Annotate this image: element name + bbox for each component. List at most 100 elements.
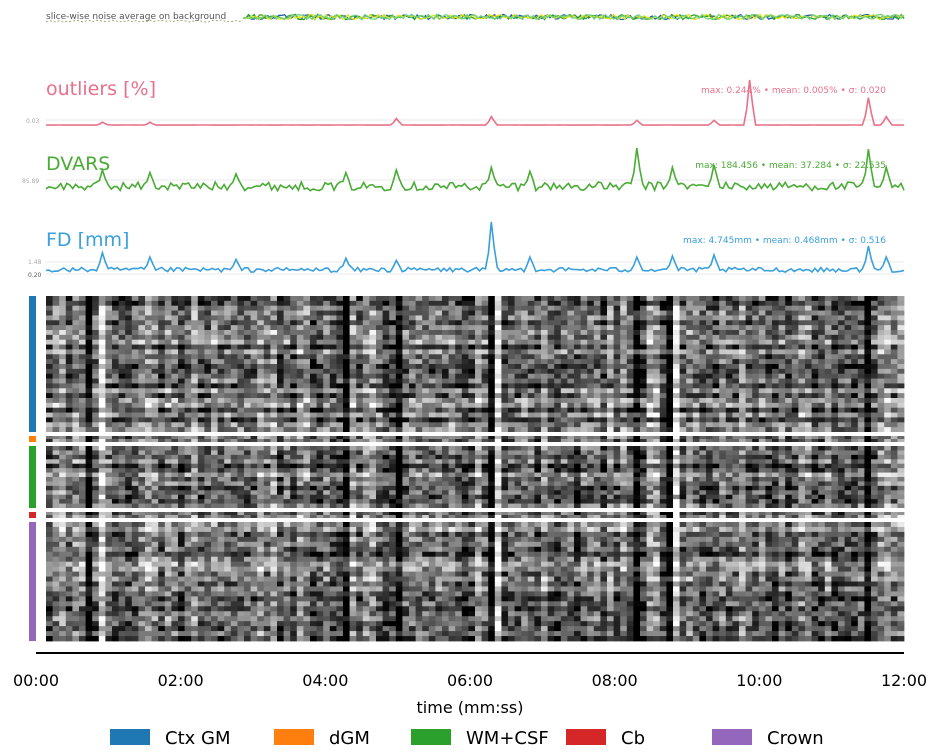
carpet-cell [633, 454, 641, 460]
carpet-cell [422, 450, 430, 456]
carpet-cell [626, 339, 634, 345]
carpet-cell [679, 422, 687, 428]
carpet-cell [105, 373, 113, 379]
carpet-cell [310, 296, 317, 302]
carpet-cell [270, 459, 278, 465]
carpet-cell [527, 468, 535, 473]
carpet-cell [178, 325, 185, 331]
carpet-cell [593, 468, 601, 473]
carpet-cell [46, 373, 53, 379]
carpet-cell [890, 407, 898, 413]
carpet-cell [468, 436, 476, 440]
carpet-cell [521, 359, 529, 365]
carpet-cell [719, 407, 727, 413]
carpet-cell [541, 334, 548, 341]
carpet-cell [725, 296, 733, 302]
carpet-cell [455, 325, 463, 331]
carpet-cell [310, 364, 317, 370]
carpet-cell [323, 454, 331, 460]
carpet-cell [547, 427, 555, 433]
carpet-cell [415, 334, 423, 341]
carpet-cell [475, 339, 482, 345]
carpet-cell [798, 364, 806, 370]
carpet-cell [402, 344, 410, 350]
carpet-cell [389, 383, 397, 389]
carpet-cell [283, 393, 291, 399]
carpet-cell [112, 417, 119, 423]
carpet-cell [719, 373, 727, 379]
carpet-cell [59, 315, 67, 321]
carpet-cell [191, 330, 199, 336]
carpet-cell [164, 459, 172, 465]
carpet-cell [567, 468, 575, 473]
carpet-cell [824, 354, 832, 360]
carpet-cell [587, 378, 595, 384]
carpet-cell [534, 334, 542, 341]
carpet-cell [244, 454, 251, 460]
carpet-cell [296, 364, 304, 370]
carpet-cell [145, 463, 152, 469]
carpet-cell [389, 344, 397, 350]
carpet-cell [699, 320, 707, 326]
carpet-cell [257, 388, 265, 394]
carpet-cell [224, 477, 232, 482]
carpet-cell [72, 334, 80, 341]
carpet-cell [653, 450, 661, 456]
carpet-cell [587, 422, 595, 428]
carpet-cell [739, 378, 746, 384]
carpet-cell [633, 296, 641, 302]
carpet-cell [692, 468, 700, 473]
carpet-cell [785, 344, 793, 350]
carpet-cell [356, 463, 364, 469]
carpet-cell [362, 477, 370, 482]
carpet-cell [587, 383, 595, 389]
carpet-cell [501, 320, 509, 326]
carpet-cell [461, 354, 469, 360]
carpet-cell [831, 305, 839, 311]
carpet-cell [534, 339, 542, 345]
carpet-cell [712, 439, 720, 443]
carpet-cell [435, 359, 443, 365]
carpet-cell [362, 310, 370, 316]
carpet-cell [884, 373, 892, 379]
carpet-cell [422, 349, 430, 355]
carpet-cell [508, 296, 515, 302]
carpet-cell [824, 472, 832, 478]
carpet-cell [46, 398, 53, 404]
carpet-cell [521, 439, 529, 443]
carpet-cell [184, 310, 192, 316]
carpet-cell [409, 472, 416, 478]
carpet-cell [567, 334, 575, 341]
carpet-cell [92, 454, 100, 460]
carpet-cell [646, 354, 654, 360]
carpet-cell [310, 417, 317, 423]
carpet-cell [560, 459, 568, 465]
carpet-cell [871, 349, 878, 355]
carpet-cell [574, 422, 581, 428]
carpet-cell [362, 334, 370, 341]
carpet-cell [514, 373, 522, 379]
carpet-cell [534, 450, 542, 456]
carpet-cell [244, 477, 251, 482]
carpet-cell [389, 459, 397, 465]
carpet-cell [178, 412, 185, 418]
carpet-cell [59, 427, 67, 433]
carpet-cell [204, 334, 212, 341]
carpet-cell [890, 364, 898, 370]
carpet-cell [237, 320, 245, 326]
carpet-cell [277, 305, 284, 311]
carpet-cell [65, 427, 73, 433]
carpet-cell [151, 315, 159, 321]
carpet-cell [785, 398, 793, 404]
carpet-cell [118, 373, 126, 379]
carpet-cell [283, 344, 291, 350]
carpet-cell [244, 439, 251, 443]
carpet-cell [745, 472, 753, 478]
carpet-cell [481, 459, 489, 465]
carpet-cell [772, 407, 779, 413]
carpet-cell [349, 354, 357, 360]
carpet-cell [673, 334, 680, 341]
carpet-cell [389, 463, 397, 469]
carpet-cell [85, 364, 93, 370]
carpet-cell [257, 383, 265, 389]
